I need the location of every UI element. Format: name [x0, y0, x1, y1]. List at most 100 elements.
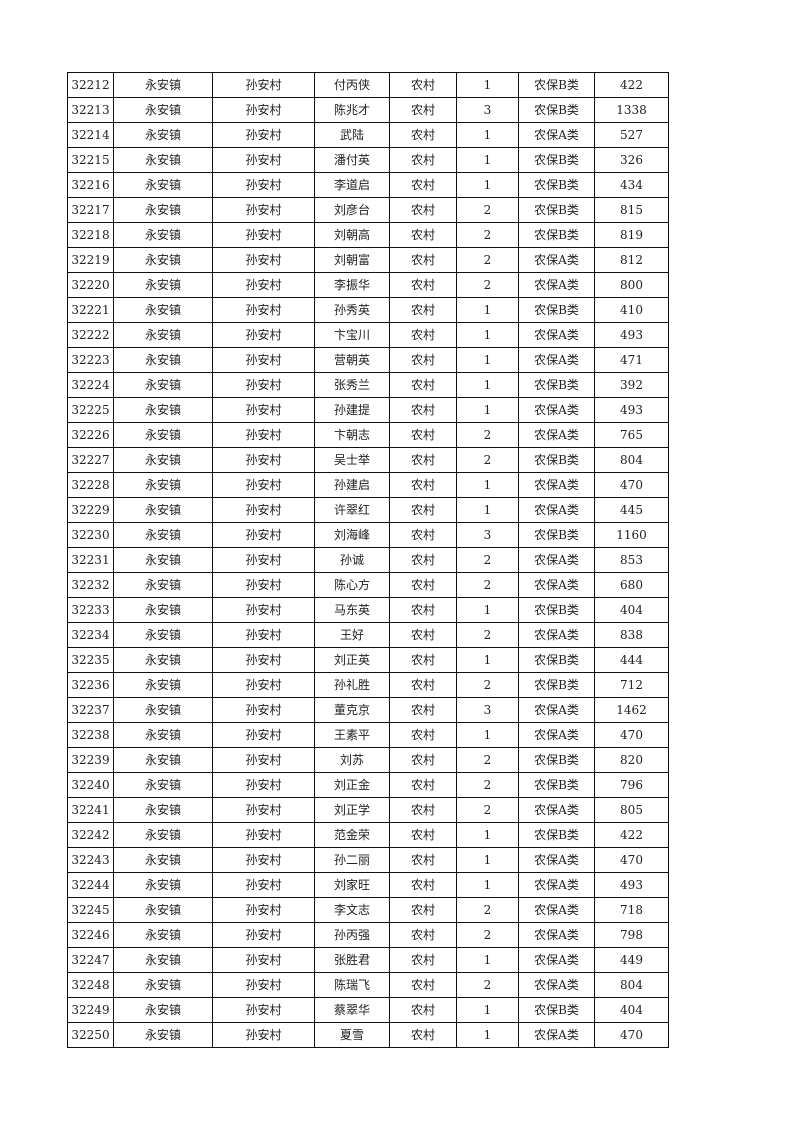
- town-cell: 永安镇: [113, 372, 213, 398]
- household-type-cell: 农村: [389, 997, 457, 1023]
- person-count-cell: 2: [456, 272, 519, 298]
- town-cell: 永安镇: [113, 822, 213, 848]
- record-id-cell: 32221: [67, 297, 114, 323]
- insurance-category-cell: 农保B类: [518, 372, 595, 398]
- insurance-category-cell: 农保A类: [518, 897, 595, 923]
- insurance-category-cell: 农保B类: [518, 822, 595, 848]
- town-cell: 永安镇: [113, 397, 213, 423]
- table-row: 32243 永安镇 孙安村 孙二丽 农村 1 农保A类 470: [67, 847, 669, 873]
- household-type-cell: 农村: [389, 497, 457, 523]
- name-cell: 营朝英: [314, 347, 390, 373]
- town-cell: 永安镇: [113, 172, 213, 198]
- name-cell: 王素平: [314, 722, 390, 748]
- name-cell: 刘海峰: [314, 522, 390, 548]
- household-type-cell: 农村: [389, 172, 457, 198]
- town-cell: 永安镇: [113, 647, 213, 673]
- name-cell: 李振华: [314, 272, 390, 298]
- person-count-cell: 3: [456, 522, 519, 548]
- insurance-category-cell: 农保B类: [518, 72, 595, 98]
- village-cell: 孙安村: [212, 522, 315, 548]
- village-cell: 孙安村: [212, 397, 315, 423]
- name-cell: 孙秀英: [314, 297, 390, 323]
- village-cell: 孙安村: [212, 822, 315, 848]
- amount-cell: 805: [594, 797, 669, 823]
- table-row: 32212 永安镇 孙安村 付丙侠 农村 1 农保B类 422: [67, 72, 669, 98]
- person-count-cell: 2: [456, 747, 519, 773]
- household-type-cell: 农村: [389, 622, 457, 648]
- record-id-cell: 32245: [67, 897, 114, 923]
- household-type-cell: 农村: [389, 197, 457, 223]
- village-cell: 孙安村: [212, 172, 315, 198]
- person-count-cell: 2: [456, 672, 519, 698]
- household-type-cell: 农村: [389, 297, 457, 323]
- person-count-cell: 2: [456, 197, 519, 223]
- record-id-cell: 32239: [67, 747, 114, 773]
- person-count-cell: 2: [456, 897, 519, 923]
- village-cell: 孙安村: [212, 922, 315, 948]
- insurance-category-cell: 农保A类: [518, 122, 595, 148]
- record-id-cell: 32236: [67, 672, 114, 698]
- household-type-cell: 农村: [389, 572, 457, 598]
- village-cell: 孙安村: [212, 197, 315, 223]
- person-count-cell: 2: [456, 922, 519, 948]
- town-cell: 永安镇: [113, 247, 213, 273]
- village-cell: 孙安村: [212, 897, 315, 923]
- town-cell: 永安镇: [113, 722, 213, 748]
- insurance-category-cell: 农保B类: [518, 747, 595, 773]
- table-row: 32240 永安镇 孙安村 刘正金 农村 2 农保B类 796: [67, 772, 669, 798]
- town-cell: 永安镇: [113, 672, 213, 698]
- town-cell: 永安镇: [113, 797, 213, 823]
- table-row: 32235 永安镇 孙安村 刘正英 农村 1 农保B类 444: [67, 647, 669, 673]
- village-cell: 孙安村: [212, 947, 315, 973]
- insurance-category-cell: 农保A类: [518, 572, 595, 598]
- household-type-cell: 农村: [389, 747, 457, 773]
- person-count-cell: 2: [456, 797, 519, 823]
- insurance-category-cell: 农保A类: [518, 847, 595, 873]
- name-cell: 刘正英: [314, 647, 390, 673]
- household-type-cell: 农村: [389, 922, 457, 948]
- person-count-cell: 1: [456, 947, 519, 973]
- amount-cell: 804: [594, 447, 669, 473]
- village-cell: 孙安村: [212, 722, 315, 748]
- village-cell: 孙安村: [212, 1022, 315, 1048]
- person-count-cell: 1: [456, 472, 519, 498]
- table-row: 32225 永安镇 孙安村 孙建提 农村 1 农保A类 493: [67, 397, 669, 423]
- amount-cell: 444: [594, 647, 669, 673]
- town-cell: 永安镇: [113, 197, 213, 223]
- amount-cell: 800: [594, 272, 669, 298]
- village-cell: 孙安村: [212, 122, 315, 148]
- village-cell: 孙安村: [212, 97, 315, 123]
- insurance-category-cell: 农保A类: [518, 347, 595, 373]
- town-cell: 永安镇: [113, 972, 213, 998]
- table-row: 32237 永安镇 孙安村 董克京 农村 3 农保A类 1462: [67, 697, 669, 723]
- amount-cell: 718: [594, 897, 669, 923]
- household-type-cell: 农村: [389, 1022, 457, 1048]
- record-id-cell: 32246: [67, 922, 114, 948]
- record-id-cell: 32241: [67, 797, 114, 823]
- amount-cell: 493: [594, 322, 669, 348]
- name-cell: 陈心方: [314, 572, 390, 598]
- amount-cell: 493: [594, 872, 669, 898]
- insurance-category-cell: 农保A类: [518, 622, 595, 648]
- amount-cell: 820: [594, 747, 669, 773]
- name-cell: 潘付英: [314, 147, 390, 173]
- person-count-cell: 1: [456, 122, 519, 148]
- table-row: 32214 永安镇 孙安村 武陆 农村 1 农保A类 527: [67, 122, 669, 148]
- person-count-cell: 2: [456, 222, 519, 248]
- person-count-cell: 1: [456, 147, 519, 173]
- village-cell: 孙安村: [212, 647, 315, 673]
- person-count-cell: 1: [456, 322, 519, 348]
- insurance-category-cell: 农保A类: [518, 947, 595, 973]
- table-row: 32246 永安镇 孙安村 孙丙强 农村 2 农保A类 798: [67, 922, 669, 948]
- household-type-cell: 农村: [389, 422, 457, 448]
- person-count-cell: 1: [456, 997, 519, 1023]
- village-cell: 孙安村: [212, 597, 315, 623]
- amount-cell: 470: [594, 722, 669, 748]
- town-cell: 永安镇: [113, 422, 213, 448]
- village-cell: 孙安村: [212, 497, 315, 523]
- person-count-cell: 2: [456, 972, 519, 998]
- amount-cell: 422: [594, 822, 669, 848]
- table-row: 32233 永安镇 孙安村 马东英 农村 1 农保B类 404: [67, 597, 669, 623]
- insurance-category-cell: 农保A类: [518, 697, 595, 723]
- table-row: 32222 永安镇 孙安村 卞宝川 农村 1 农保A类 493: [67, 322, 669, 348]
